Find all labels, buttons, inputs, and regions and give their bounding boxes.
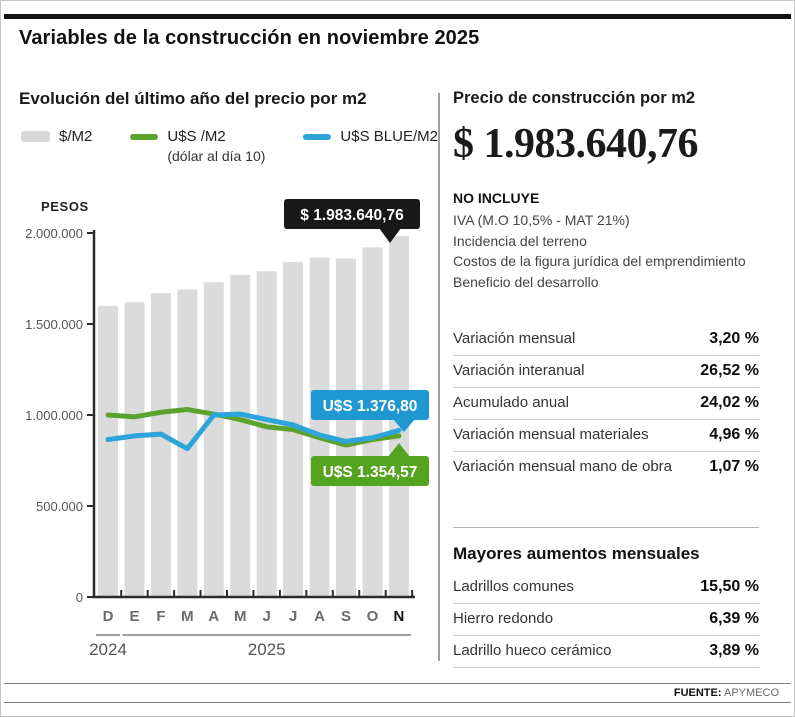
chart-line-series — [105, 407, 402, 448]
stat-value: 26,52 % — [700, 362, 759, 379]
chart-bar — [336, 258, 357, 597]
table-row: Variación interanual 26,52 % — [453, 356, 759, 388]
callout-label: U$S 1.354,57 — [323, 464, 418, 481]
stat-value: 4,96 % — [709, 426, 759, 443]
callout-box — [311, 390, 429, 420]
section-divider — [453, 527, 759, 528]
month-label: J — [289, 608, 297, 625]
table-row: Hierro redondo 6,39 % — [453, 604, 759, 636]
table-row: Ladrillos comunes 15,50 % — [453, 572, 759, 604]
aumento-label: Ladrillo hueco cerámico — [453, 642, 612, 659]
pesos-bar-swatch-icon — [21, 131, 50, 142]
chart-bar — [309, 257, 330, 597]
aumento-value: 3,89 % — [709, 642, 759, 659]
stat-label: Variación mensual mano de obra — [453, 458, 673, 475]
chart-bar — [362, 247, 383, 597]
usd-line-swatch-icon — [130, 134, 159, 140]
right-panel: Precio de construcción por m2 $ 1.983.64… — [453, 89, 759, 668]
aumentos-heading: Mayores aumentos mensuales — [453, 544, 700, 563]
chart-bar — [177, 289, 198, 597]
callout-box — [284, 199, 420, 229]
y-tick-label: 1.000.000 — [25, 408, 83, 423]
stat-label: Acumulado anual — [453, 394, 569, 411]
y-tick-label: 2.000.000 — [25, 226, 83, 241]
month-label: A — [314, 608, 325, 625]
stat-label: Variación mensual — [453, 330, 576, 347]
year-label: 2025 — [248, 640, 286, 659]
callout-label: $ 1.983.640,76 — [300, 207, 404, 224]
legend-label-usd-main: U$S /M2 — [167, 128, 226, 145]
month-label: D — [103, 608, 114, 625]
y-tick-label: 1.500.000 — [25, 317, 83, 332]
no-incluye-item: Beneficio del desarrollo — [453, 273, 599, 290]
stat-value: 3,20 % — [709, 330, 759, 347]
no-incluye-title: NO INCLUYE — [453, 190, 540, 206]
month-label: J — [263, 608, 271, 625]
y-tick-label: 500.000 — [36, 499, 83, 514]
no-incluye-item: Costos de la figura jurídica del emprend… — [453, 253, 746, 269]
table-row: Variación mensual 3,20 % — [453, 324, 759, 356]
legend-item-usd-blue: U$S BLUE/M2 — [303, 128, 438, 145]
no-incluye-item: Incidencia del terreno — [453, 232, 587, 249]
aumentos-table: Ladrillos comunes 15,50 % Hierro redondo… — [453, 572, 759, 668]
chart-heading: Evolución del último año del precio por … — [19, 89, 367, 108]
aumento-value: 6,39 % — [709, 610, 759, 627]
legend-item-pesos: $/M2 — [21, 128, 92, 145]
stat-label: Variación mensual materiales — [453, 426, 649, 443]
source-label: FUENTE: — [673, 687, 722, 699]
month-label: M — [234, 608, 247, 625]
month-label: N — [394, 608, 405, 625]
top-rule — [4, 14, 791, 19]
legend-label-pesos: $/M2 — [59, 128, 93, 145]
chart-bar — [230, 274, 251, 597]
stats-table: Variación mensual 3,20 % Variación inter… — [453, 324, 759, 483]
month-label: M — [181, 608, 194, 625]
chart-bar — [256, 271, 277, 597]
chart-bar — [98, 305, 118, 597]
aumento-value: 15,50 % — [700, 578, 759, 595]
month-label: A — [208, 608, 219, 625]
table-row: Acumulado anual 24,02 % — [453, 388, 759, 420]
month-label: O — [367, 608, 379, 625]
callout-pointer — [393, 419, 415, 432]
callout-pointer — [379, 228, 401, 243]
callout-pointer — [388, 443, 410, 457]
construction-price: $ 1.983.640,76 — [453, 121, 699, 167]
footer: FUENTE: APYMECO — [4, 683, 791, 703]
stat-value: 1,07 % — [709, 458, 759, 475]
legend-label-usd: U$S /M2 (dólar al día 10) — [167, 128, 265, 164]
price-heading: Precio de construcción por m2 — [453, 89, 696, 107]
page-title: Variables de la construcción en noviembr… — [19, 27, 480, 49]
table-row: Variación mensual mano de obra 1,07 % — [453, 452, 759, 483]
month-label: E — [129, 608, 139, 625]
chart-legend: $/M2 U$S /M2 (dólar al día 10) U$S BLUE/M… — [21, 128, 438, 164]
source-value: APYMECO — [723, 687, 779, 699]
year-label: 2024 — [89, 640, 127, 659]
month-label: F — [156, 608, 165, 625]
legend-label-usd-blue: U$S BLUE/M2 — [340, 128, 438, 145]
table-row: Ladrillo hueco cerámico 3,89 % — [453, 636, 759, 668]
y-tick-label: 0 — [76, 590, 83, 605]
stat-label: Variación interanual — [453, 362, 585, 379]
panel-divider — [438, 93, 440, 661]
stat-value: 24,02 % — [700, 394, 759, 411]
usd-blue-line-swatch-icon — [303, 134, 332, 140]
aumento-label: Hierro redondo — [453, 610, 554, 627]
chart-line-series — [105, 411, 402, 452]
y-axis-title: PESOS — [41, 199, 89, 214]
legend-item-usd: U$S /M2 (dólar al día 10) — [130, 128, 265, 164]
chart-bar — [203, 282, 224, 597]
chart-bar — [150, 293, 171, 597]
aumento-label: Ladrillos comunes — [453, 578, 574, 595]
no-incluye-item: IVA (M.O 10,5% - MAT 21%) — [453, 212, 630, 228]
chart-bar — [124, 302, 145, 597]
legend-label-usd-sub: (dólar al día 10) — [167, 148, 266, 164]
callout-box — [311, 456, 429, 486]
table-row: Variación mensual materiales 4,96 % — [453, 420, 759, 452]
source-credit: FUENTE: APYMECO — [4, 684, 791, 699]
callout-label: U$S 1.376,80 — [323, 398, 418, 415]
month-label: S — [341, 608, 351, 625]
